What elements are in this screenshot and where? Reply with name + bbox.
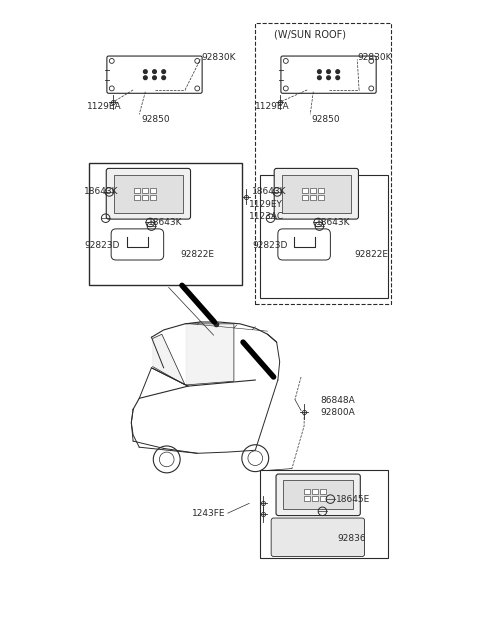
FancyBboxPatch shape bbox=[106, 169, 191, 219]
FancyBboxPatch shape bbox=[281, 56, 376, 93]
Text: 92823D: 92823D bbox=[252, 241, 288, 250]
Bar bbox=[150, 188, 156, 193]
Text: 86848A: 86848A bbox=[321, 395, 355, 404]
Text: 92850: 92850 bbox=[141, 115, 170, 124]
Text: 18643K: 18643K bbox=[148, 218, 183, 227]
Bar bbox=[260, 175, 388, 298]
Bar bbox=[150, 195, 156, 200]
Text: 1123AC: 1123AC bbox=[249, 213, 284, 222]
Circle shape bbox=[318, 76, 321, 80]
Text: 92822E: 92822E bbox=[180, 251, 214, 260]
Bar bbox=[283, 480, 353, 509]
Text: 18643K: 18643K bbox=[84, 187, 119, 196]
Polygon shape bbox=[186, 324, 234, 385]
Bar bbox=[320, 489, 326, 494]
FancyBboxPatch shape bbox=[255, 23, 391, 304]
Bar bbox=[282, 175, 351, 213]
Circle shape bbox=[318, 70, 321, 73]
Bar bbox=[142, 188, 148, 193]
Bar bbox=[320, 496, 326, 501]
Text: 92822E: 92822E bbox=[354, 251, 388, 260]
Text: 92830K: 92830K bbox=[357, 53, 392, 62]
Bar bbox=[304, 489, 310, 494]
Text: 1129EA: 1129EA bbox=[87, 102, 122, 111]
Bar bbox=[88, 163, 242, 285]
Bar bbox=[312, 496, 318, 501]
Circle shape bbox=[153, 76, 156, 80]
Circle shape bbox=[336, 70, 339, 73]
FancyBboxPatch shape bbox=[278, 229, 330, 260]
Circle shape bbox=[336, 76, 339, 80]
Circle shape bbox=[327, 70, 330, 73]
Text: (W/SUN ROOF): (W/SUN ROOF) bbox=[274, 30, 346, 40]
FancyBboxPatch shape bbox=[276, 474, 360, 516]
Bar bbox=[312, 489, 318, 494]
Circle shape bbox=[162, 70, 166, 73]
FancyBboxPatch shape bbox=[271, 518, 365, 556]
Bar bbox=[310, 188, 316, 193]
Bar bbox=[260, 469, 388, 558]
Bar bbox=[318, 195, 324, 200]
Bar bbox=[134, 195, 141, 200]
FancyBboxPatch shape bbox=[107, 56, 202, 93]
FancyBboxPatch shape bbox=[274, 169, 359, 219]
Text: 1129EA: 1129EA bbox=[255, 102, 290, 111]
Bar bbox=[114, 175, 183, 213]
Circle shape bbox=[153, 70, 156, 73]
Bar bbox=[142, 195, 148, 200]
Circle shape bbox=[144, 70, 147, 73]
Text: 18643K: 18643K bbox=[316, 218, 351, 227]
Circle shape bbox=[162, 76, 166, 80]
Text: 92830K: 92830K bbox=[202, 53, 236, 62]
Text: 92836: 92836 bbox=[338, 535, 366, 544]
FancyBboxPatch shape bbox=[111, 229, 164, 260]
Bar bbox=[134, 188, 141, 193]
Bar bbox=[302, 195, 308, 200]
Bar bbox=[310, 195, 316, 200]
Bar bbox=[302, 188, 308, 193]
Text: 1129EY: 1129EY bbox=[249, 200, 283, 209]
Text: 92850: 92850 bbox=[312, 115, 340, 124]
Bar bbox=[318, 188, 324, 193]
Bar bbox=[304, 496, 310, 501]
Text: 1243FE: 1243FE bbox=[192, 509, 226, 518]
Circle shape bbox=[327, 76, 330, 80]
Polygon shape bbox=[153, 334, 185, 385]
Text: 92800A: 92800A bbox=[321, 408, 355, 417]
Circle shape bbox=[144, 76, 147, 80]
Text: 18645E: 18645E bbox=[336, 495, 370, 504]
Text: 92823D: 92823D bbox=[84, 241, 120, 250]
Text: 18643K: 18643K bbox=[252, 187, 287, 196]
